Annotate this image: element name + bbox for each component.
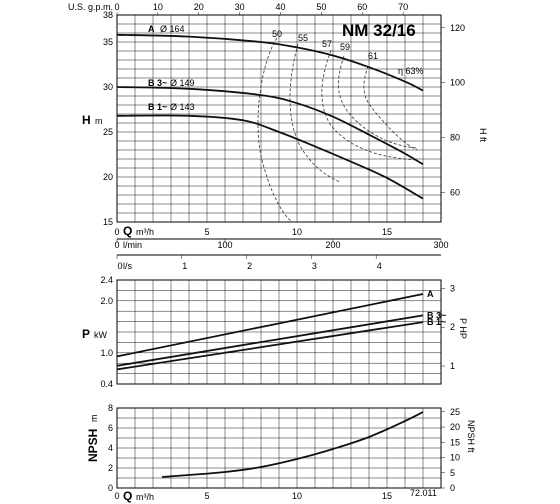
npsh-ytick-label: 0 xyxy=(108,483,113,493)
head-curve-diameter: Ø 143 xyxy=(170,102,195,112)
npsh-ytick-label: 6 xyxy=(108,423,113,433)
npsh-ytick-label: 2 xyxy=(108,463,113,473)
power-curve-name: B 3~ xyxy=(427,310,446,320)
npsh-q-axis-unit: m³/h xyxy=(136,492,154,502)
ls-tick-label: 3 xyxy=(312,261,317,271)
q-tick-label: 5 xyxy=(204,227,209,237)
lmin-tick-label: 200 xyxy=(325,240,340,250)
npsh-ylabel: NPSH xyxy=(86,429,100,462)
npsh-ytick-label: 4 xyxy=(108,443,113,453)
gpm-tick-label: 70 xyxy=(398,2,408,12)
gpm-tick-label: 10 xyxy=(153,2,163,12)
npsh-ft-tick-label: 15 xyxy=(450,437,460,447)
power-curve-0 xyxy=(116,293,424,358)
head-ft-tick-label: 100 xyxy=(450,78,465,88)
power-ylabel: P xyxy=(82,327,90,341)
head-ytick-label: 38 xyxy=(103,10,113,20)
head-ft-tick-label: 120 xyxy=(450,23,465,33)
power-hp-ylabel: P HP xyxy=(458,318,468,339)
head-curve-name: A xyxy=(148,24,155,34)
gpm-tick-label: 20 xyxy=(194,2,204,12)
power-curve-name: B 1~ xyxy=(427,317,446,327)
npsh-yunit: m xyxy=(89,415,99,423)
ls-tick-label: 4 xyxy=(377,261,382,271)
npsh-ft-tick-label: 5 xyxy=(450,468,455,478)
q-tick-label: 10 xyxy=(292,227,302,237)
ls-tick-label: 2 xyxy=(247,261,252,271)
head-curve-diameter: Ø 164 xyxy=(160,24,185,34)
power-curve-name: A xyxy=(427,289,434,299)
head-curve-name: B 1~ xyxy=(148,102,167,112)
ls-tick-label: 1 xyxy=(182,261,187,271)
q-axis-label: Q xyxy=(123,224,132,238)
power-curve-1 xyxy=(116,314,424,367)
power-yunit: kW xyxy=(94,330,108,340)
efficiency-label: 55 xyxy=(298,33,308,43)
npsh-ft-tick-label: 25 xyxy=(450,407,460,417)
npsh-q-tick-label: 5 xyxy=(204,491,209,501)
gpm-tick-label: 30 xyxy=(235,2,245,12)
q-tick-label: 15 xyxy=(382,227,392,237)
q-axis-unit: m³/h xyxy=(136,227,154,237)
efficiency-label: 57 xyxy=(322,39,332,49)
npsh-q-axis-label: Q xyxy=(123,489,132,503)
head-curve-0 xyxy=(116,33,424,92)
ls-axis-label: l/s xyxy=(123,261,133,271)
efficiency-curve xyxy=(289,43,341,183)
head-ft-tick-label: 60 xyxy=(450,187,460,197)
npsh-ft-tick-label: 0 xyxy=(450,483,455,493)
chart-title: NM 32/16 xyxy=(342,21,416,40)
efficiency-label: η 63% xyxy=(398,66,424,76)
gpm-tick-label: 40 xyxy=(276,2,286,12)
power-hp-tick-label: 2 xyxy=(450,322,455,332)
lmin-tick-label: 100 xyxy=(217,240,232,250)
npsh-q-tick-label: 15 xyxy=(382,491,392,501)
head-ylabel: H xyxy=(82,113,91,127)
efficiency-curve xyxy=(363,65,418,151)
power-hp-tick-label: 3 xyxy=(450,283,455,293)
efficiency-label: 50 xyxy=(272,29,282,39)
gpm-tick-label: 60 xyxy=(357,2,367,12)
npsh-ft-tick-label: 10 xyxy=(450,453,460,463)
npsh-q-tick-label: 10 xyxy=(292,491,302,501)
q-tick-label: 0 xyxy=(114,227,119,237)
head-ytick-label: 35 xyxy=(103,37,113,47)
power-ytick-label: 2.0 xyxy=(100,296,113,306)
lmin-tick-label: 0 xyxy=(114,240,119,250)
head-curve-diameter: Ø 149 xyxy=(170,78,195,88)
head-curve-1 xyxy=(116,86,424,166)
power-ytick-label: 0.4 xyxy=(100,379,113,389)
lmin-axis-label: l/min xyxy=(123,240,142,250)
npsh-q-tick-label: 0 xyxy=(114,491,119,501)
npsh-ft-tick-label: 20 xyxy=(450,422,460,432)
efficiency-label: 59 xyxy=(340,42,350,52)
head-ytick-label: 15 xyxy=(103,217,113,227)
footer-code: 72.011 xyxy=(410,488,437,498)
power-curve-2 xyxy=(116,321,424,371)
head-curve-name: B 3~ xyxy=(148,78,167,88)
power-ytick-label: 1.0 xyxy=(100,348,113,358)
lmin-tick-label: 300 xyxy=(433,240,448,250)
gpm-axis-label: U.S. g.p.m. xyxy=(68,2,113,12)
npsh-ytick-label: 8 xyxy=(108,403,113,413)
npsh-curve-0 xyxy=(161,411,424,478)
head-curve-2 xyxy=(116,114,424,200)
ls-tick-label: 0 xyxy=(117,261,122,271)
head-ytick-label: 20 xyxy=(103,172,113,182)
efficiency-curve xyxy=(321,49,418,161)
head-yunit: m xyxy=(95,116,103,126)
head-ft-tick-label: 80 xyxy=(450,133,460,143)
gpm-tick-label: 0 xyxy=(114,2,119,12)
power-ytick-label: 2.4 xyxy=(100,275,113,285)
power-hp-tick-label: 1 xyxy=(450,361,455,371)
efficiency-curve xyxy=(338,55,418,149)
head-ytick-label: 30 xyxy=(103,82,113,92)
efficiency-label: 61 xyxy=(368,51,378,61)
gpm-tick-label: 50 xyxy=(316,2,326,12)
efficiency-curve xyxy=(257,37,293,223)
head-ytick-label: 25 xyxy=(103,127,113,137)
head-ft-ylabel: H ft xyxy=(478,128,488,143)
npsh-ft-ylabel: NPSH ft xyxy=(466,420,476,453)
